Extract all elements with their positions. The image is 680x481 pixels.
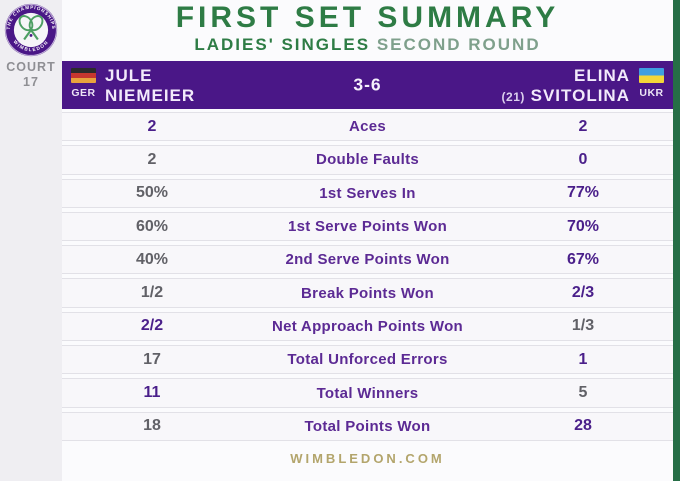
subtitle-round: SECOND ROUND [376, 35, 541, 54]
stat-label: Aces [348, 118, 387, 136]
left-rail: THE CHAMPIONSHIPS WIMBLEDON [0, 0, 62, 481]
stat-value-left: 40% [135, 250, 169, 268]
scoreboard-bar: GER JULE NIEMEIER 3-6 ELINA (21) SVITOLI… [62, 61, 673, 109]
player-right-flag-block: UKR [639, 66, 664, 107]
page-title: FIRST SET SUMMARY [175, 1, 560, 34]
stat-row: 2 Aces 2 [62, 112, 673, 142]
stat-row: 11 Total Winners 5 [62, 378, 673, 408]
stat-label: Total Points Won [304, 417, 431, 435]
player-left-flag-block: GER [71, 66, 96, 105]
stat-value-right: 2/3 [571, 284, 595, 302]
stat-label: Break Points Won [301, 284, 434, 302]
player-right-seed: (21) [501, 89, 525, 104]
stat-row: 17 Total Unforced Errors 1 [62, 345, 673, 375]
player-right-first-name: ELINA [574, 66, 630, 85]
stat-value-left: 11 [143, 384, 161, 402]
germany-flag-icon [71, 68, 96, 83]
stat-row: 18 Total Points Won 28 [62, 411, 673, 441]
wimbledon-logo: THE CHAMPIONSHIPS WIMBLEDON [4, 3, 58, 57]
player-right-country: UKR [639, 87, 664, 99]
player-left-first-name: JULE [105, 66, 153, 85]
stat-label: 1st Serve Points Won [287, 218, 448, 236]
stat-value-right: 1 [578, 350, 588, 368]
stat-value-left: 2 [147, 150, 157, 168]
set-score: 3-6 [353, 74, 382, 95]
player-right: ELINA (21) SVITOLINA UKR [502, 66, 664, 107]
court-word: COURT [6, 60, 56, 74]
stat-value-right: 70% [566, 217, 600, 235]
stat-row: 2 Double Faults 0 [62, 145, 673, 175]
stat-value-left: 2 [147, 117, 157, 135]
stat-value-left: 2/2 [140, 317, 164, 335]
stat-value-right: 77% [566, 184, 600, 202]
player-right-name: ELINA (21) SVITOLINA [502, 66, 630, 107]
stat-value-left: 60% [135, 217, 169, 235]
stat-row: 50% 1st Serves In 77% [62, 178, 673, 208]
right-edge-strip [673, 0, 680, 481]
stat-row: 40% 2nd Serve Points Won 67% [62, 245, 673, 275]
header: FIRST SET SUMMARY LADIES' SINGLES SECOND… [62, 0, 673, 56]
stat-value-right: 1/3 [571, 317, 595, 335]
ukraine-flag-icon [639, 68, 664, 83]
player-left-last-name: NIEMEIER [105, 85, 196, 105]
subtitle-event: LADIES' SINGLES [194, 35, 371, 54]
page-subtitle: LADIES' SINGLES SECOND ROUND [62, 34, 673, 56]
stat-label: Total Winners [316, 384, 419, 402]
stat-value-right: 5 [578, 384, 588, 402]
stat-value-left: 50% [135, 184, 169, 202]
stat-row: 2/2 Net Approach Points Won 1/3 [62, 311, 673, 342]
player-left-country: GER [71, 87, 96, 99]
stat-value-left: 17 [143, 350, 161, 368]
stat-label: 2nd Serve Points Won [285, 251, 450, 269]
stat-row: 1/2 Break Points Won 2/3 [62, 278, 673, 308]
stats-table: 2 Aces 2 2 Double Faults 0 50% 1st Serve… [62, 112, 673, 441]
court-number: 17 [23, 75, 39, 89]
stat-label: 1st Serves In [319, 184, 416, 202]
crossed-rackets-icon [18, 15, 44, 41]
player-left-name: JULE NIEMEIER [105, 66, 195, 105]
wimbledon-logo-icon: THE CHAMPIONSHIPS WIMBLEDON [4, 3, 58, 57]
stat-value-left: 18 [143, 417, 161, 435]
footer-url: WIMBLEDON.COM [290, 451, 445, 466]
stat-row: 60% 1st Serve Points Won 70% [62, 211, 673, 242]
player-left: GER JULE NIEMEIER [71, 66, 195, 105]
stat-value-right: 0 [578, 150, 588, 168]
stat-value-left: 1/2 [140, 284, 164, 302]
stat-label: Double Faults [315, 151, 420, 169]
stat-value-right: 28 [574, 417, 592, 435]
stat-label: Total Unforced Errors [287, 351, 448, 369]
court-label: COURT 17 [0, 60, 62, 90]
stat-label: Net Approach Points Won [271, 317, 464, 335]
stat-value-right: 67% [566, 250, 600, 268]
stat-value-right: 2 [578, 117, 588, 135]
player-right-last-name-line: (21) SVITOLINA [502, 86, 630, 108]
player-right-last-name: SVITOLINA [530, 85, 630, 105]
